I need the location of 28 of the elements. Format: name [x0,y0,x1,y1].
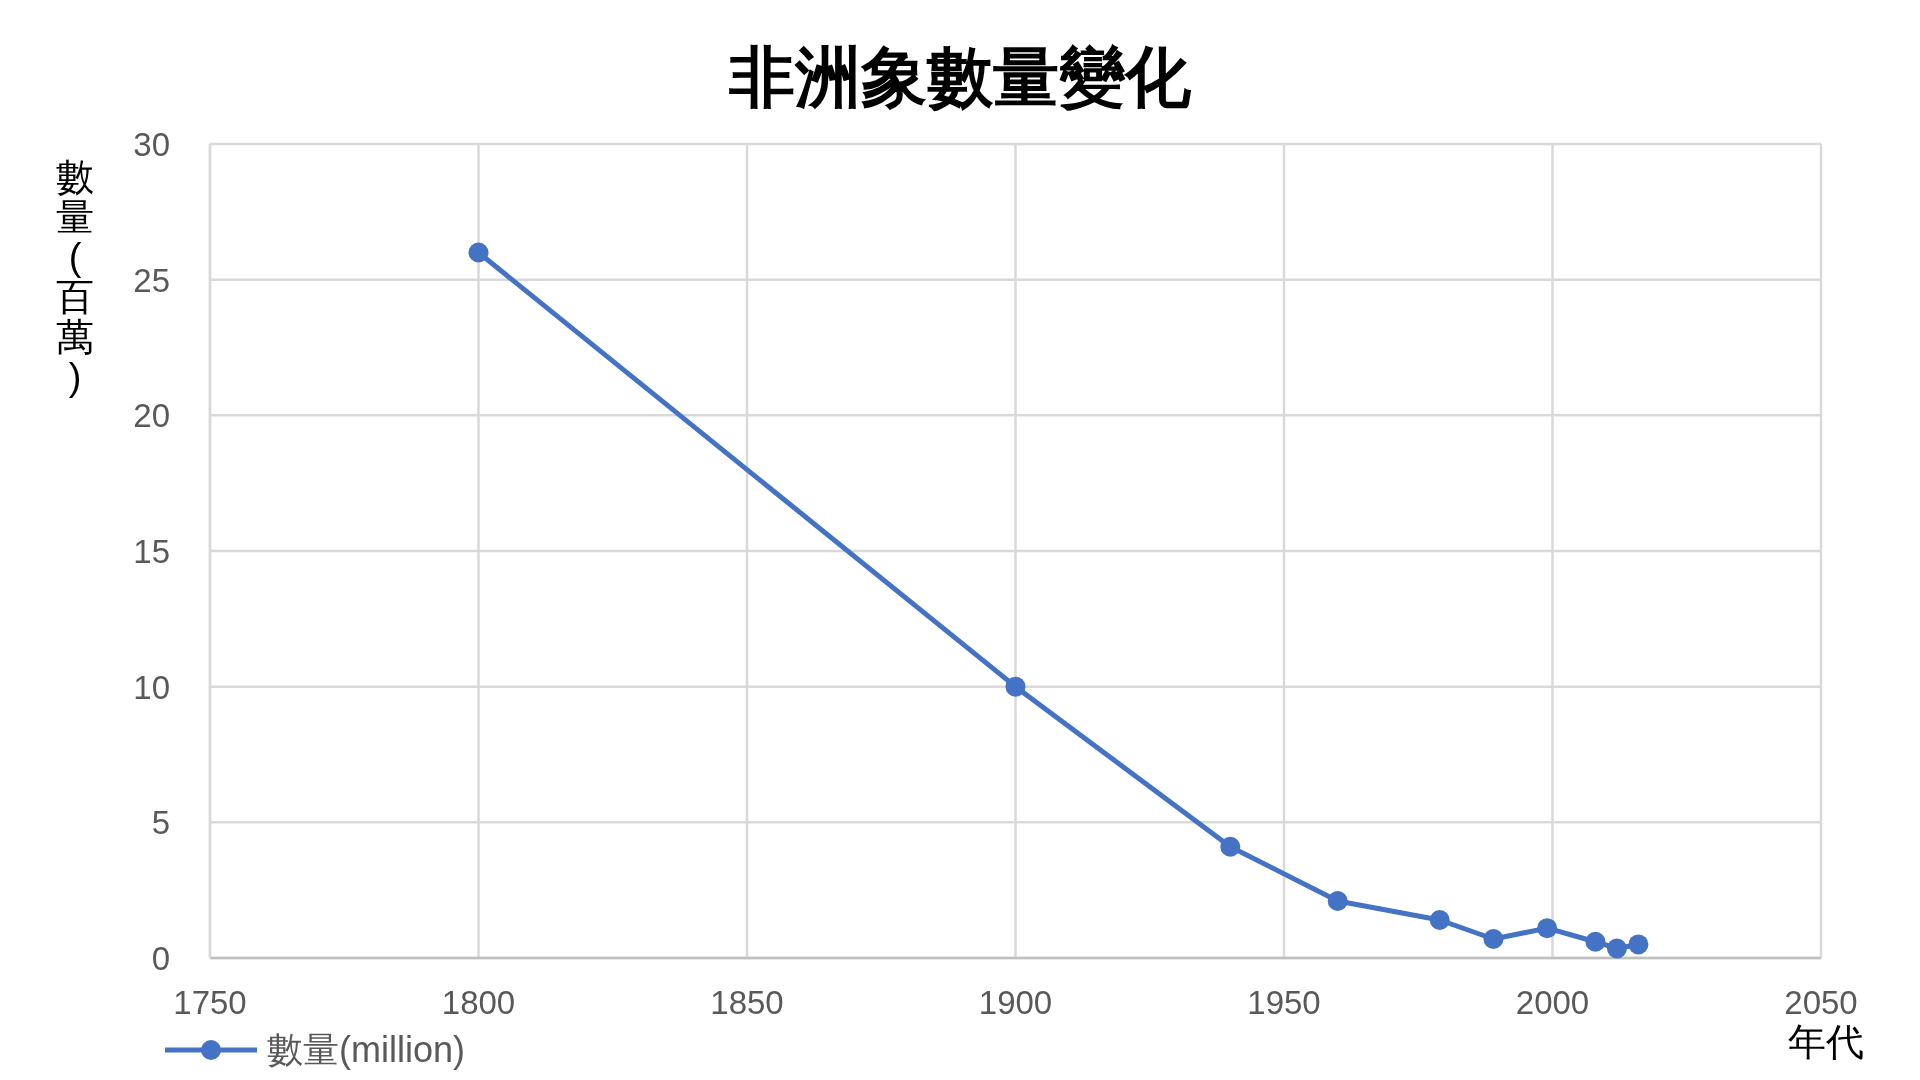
point [1327,891,1348,912]
point [1585,931,1606,952]
x-axis-title: 年代 [1788,1021,1864,1063]
legend-label: 數量(million) [267,1029,465,1070]
chart-title: 非洲象數量變化 [728,40,1192,114]
x-tick-label: 1800 [441,984,516,1021]
y-tick-label: 10 [133,668,170,706]
y-axis-title: 數量(百萬) [56,156,94,398]
point [1606,938,1627,959]
y-tick-label: 30 [133,126,170,163]
x-tick-label: 1950 [1247,984,1321,1021]
point [1220,836,1241,857]
point [1429,910,1450,931]
x-tick-label: 1900 [978,984,1053,1021]
point [468,242,489,263]
x-tick-label: 2050 [1784,984,1858,1021]
y-tick-label: 20 [133,397,170,435]
x-tick-label: 1750 [173,984,247,1021]
point [1628,934,1649,955]
point [1537,918,1558,939]
x-tick-label: 2000 [1515,984,1590,1021]
y-tick-label: 25 [133,261,170,299]
y-tick-label: 15 [133,533,170,570]
y-tick-label: 0 [151,940,170,977]
x-tick-label: 1850 [710,984,784,1021]
point [1005,676,1026,697]
y-tick-label: 5 [151,804,170,842]
point [1483,929,1504,950]
